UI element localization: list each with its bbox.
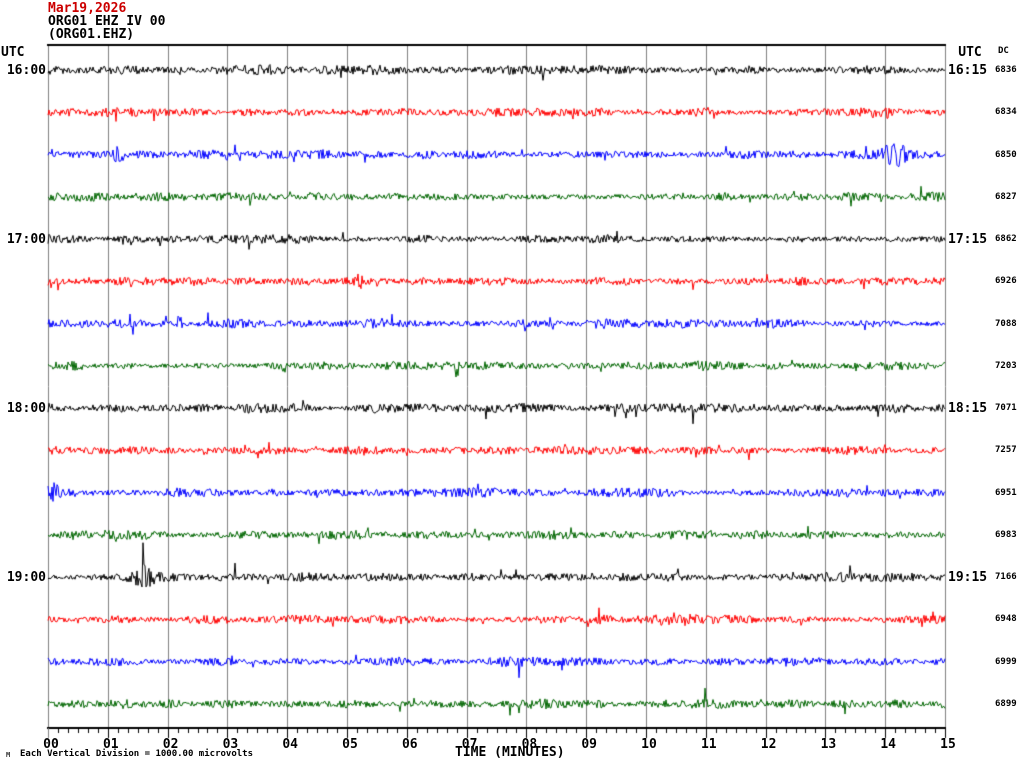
minute-tick-label: 09 [581, 737, 598, 752]
row-dc-value: 7203 [995, 360, 1017, 371]
row-dc-value: 6926 [995, 276, 1017, 287]
row-dc-value: 6983 [995, 529, 1017, 540]
minute-tick-label: 04 [282, 737, 299, 752]
scale-note: Each Vertical Division = 1000.00 microvo… [20, 749, 253, 759]
minute-tick-label: 02 [162, 737, 179, 752]
time-axis-title: TIME (MINUTES) [455, 745, 565, 760]
utc-right-header: UTC [958, 45, 982, 60]
row-dc-value: 7071 [995, 403, 1017, 414]
minute-tick-label: 14 [880, 737, 897, 752]
minute-tick-label: 12 [760, 737, 777, 752]
row-dc-value: 6948 [995, 614, 1017, 625]
minute-tick-label: 06 [401, 737, 418, 752]
row-right-time: 16:15 [948, 63, 988, 78]
row-left-time: 19:00 [6, 570, 46, 586]
dc-column-header: DC [998, 46, 1009, 56]
row-dc-value: 7088 [995, 318, 1017, 329]
minute-tick-label: 07 [461, 737, 478, 752]
row-right-time: 18:15 [948, 401, 988, 417]
row-right-time: 17:15 [948, 232, 988, 248]
row-dc-value: 6836 [995, 65, 1017, 75]
minute-tick-label: 08 [521, 737, 538, 752]
title-channel: ORG01 EHZ IV 00 [48, 14, 166, 29]
row-left-time: 17:00 [6, 232, 46, 248]
minute-tick-label: 10 [641, 737, 657, 752]
title-date: Mar19,2026 [48, 1, 127, 16]
row-left-time: 18:00 [6, 401, 46, 417]
minute-tick-label: 00 [43, 737, 59, 752]
minute-tick-label: 03 [222, 737, 239, 752]
row-dc-value: 6862 [995, 234, 1017, 245]
corner-mark: M [6, 751, 11, 759]
row-dc-value: 6951 [995, 487, 1017, 498]
row-right-time: 19:15 [948, 570, 988, 586]
utc-left-header: UTC [1, 45, 25, 60]
row-dc-value: 6834 [995, 107, 1017, 118]
row-dc-value: 6850 [995, 149, 1017, 160]
row-dc-value: 7166 [995, 572, 1017, 583]
row-dc-value: 6899 [995, 699, 1017, 709]
row-left-time: 16:00 [6, 63, 46, 78]
row-dc-value: 7257 [995, 445, 1017, 456]
minute-tick-label: 11 [700, 737, 717, 752]
title-station: (ORG01.EHZ) [48, 27, 135, 42]
minute-tick-label: 05 [342, 737, 358, 752]
minute-tick-label: 01 [102, 737, 119, 752]
row-dc-value: 6827 [995, 191, 1017, 202]
minute-tick-label: 15 [940, 737, 956, 752]
minute-tick-label: 13 [820, 737, 837, 752]
row-dc-value: 6999 [995, 656, 1017, 667]
